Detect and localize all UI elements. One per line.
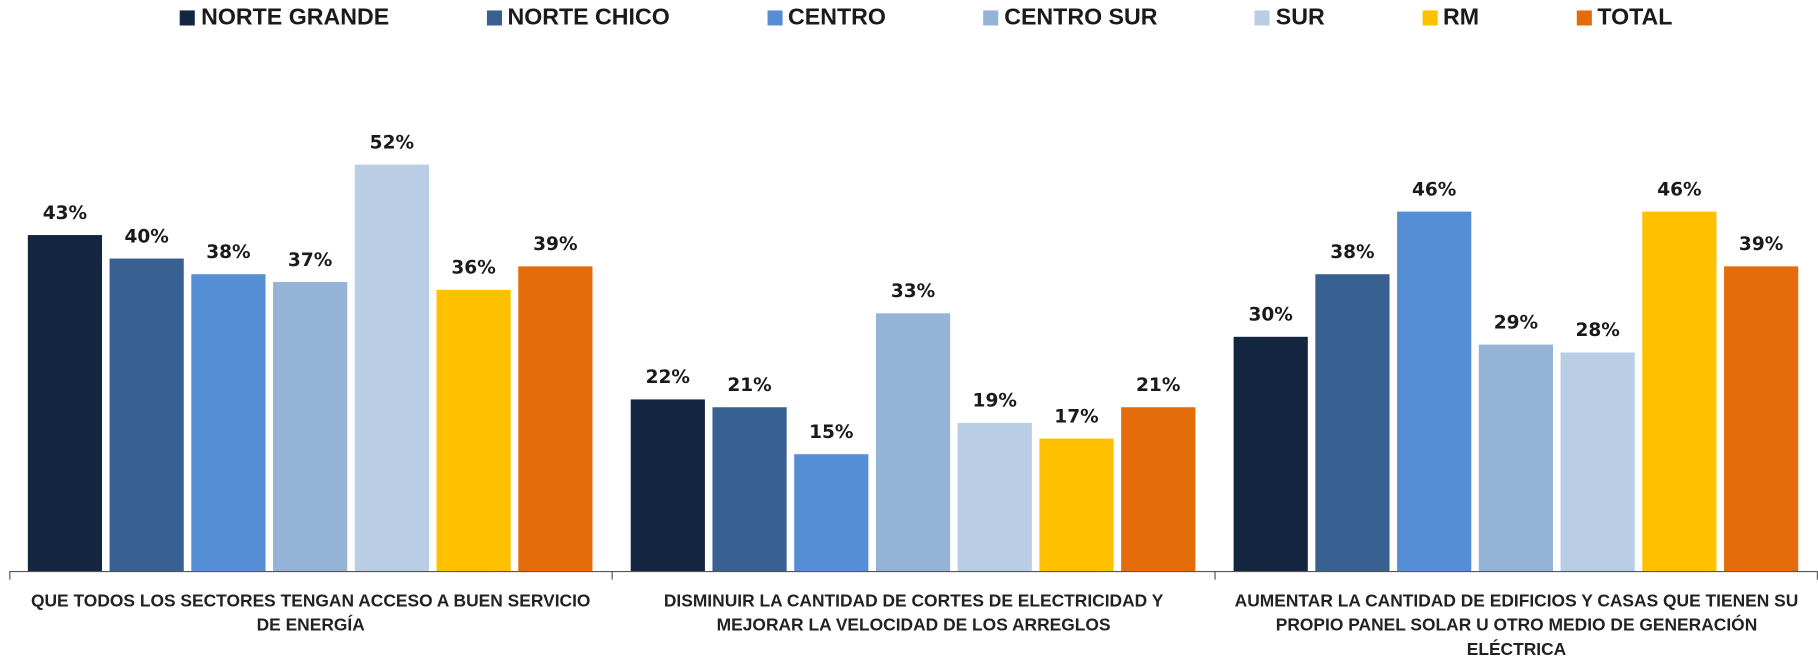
bar (875, 313, 951, 572)
bar (109, 258, 184, 572)
bar (273, 282, 348, 572)
data-label: 39% (1739, 234, 1783, 255)
bar (27, 235, 103, 572)
bar (1397, 211, 1472, 572)
data-label: 46% (1412, 179, 1456, 200)
data-label: 15% (809, 422, 853, 443)
legend-swatch (180, 10, 196, 26)
bar (712, 407, 787, 572)
bar (518, 266, 593, 572)
data-label: 38% (206, 242, 250, 263)
legend: NORTE GRANDE NORTE CHICO CENTRO CENTRO SUR S… (0, 5, 1818, 32)
legend-swatch (1576, 10, 1592, 26)
data-label: 46% (1657, 179, 1701, 200)
legend-label: NORTE GRANDE (201, 4, 390, 31)
bar (1560, 352, 1635, 572)
legend-label: CENTRO (788, 4, 886, 31)
legend-swatch (486, 10, 502, 26)
legend-item: SUR (1254, 4, 1325, 32)
bar (1642, 211, 1717, 572)
legend-item: NORTE CHICO (486, 4, 670, 32)
data-label: 40% (124, 226, 168, 247)
bar (1121, 407, 1196, 572)
bar (1233, 336, 1308, 572)
data-label: 39% (533, 234, 577, 255)
bar (1724, 266, 1799, 572)
bar (957, 422, 1032, 572)
legend-item: TOTAL (1576, 5, 1672, 32)
bar (436, 289, 511, 572)
legend-swatch (1422, 10, 1438, 26)
legend-item: CENTRO SUR (983, 4, 1158, 32)
data-label: 37% (288, 250, 332, 271)
bar (354, 164, 429, 572)
legend-label: RM (1443, 4, 1480, 31)
bar (1039, 438, 1114, 572)
data-label: 43% (43, 203, 87, 224)
data-label: 38% (1330, 242, 1374, 263)
data-label: 19% (973, 391, 1017, 412)
data-label: 21% (727, 375, 771, 396)
legend-swatch (767, 10, 783, 26)
data-label: 22% (646, 367, 690, 388)
legend-swatch (983, 10, 999, 26)
legend-label: CENTRO SUR (1004, 4, 1158, 31)
legend-label: NORTE CHICO (507, 4, 670, 31)
legend-label: TOTAL (1597, 4, 1673, 31)
data-label: 30% (1248, 305, 1292, 326)
legend-item: RM (1422, 5, 1479, 32)
legend-item: CENTRO (767, 5, 886, 32)
legend-swatch (1254, 10, 1270, 26)
bar (794, 454, 869, 572)
data-label: 17% (1054, 406, 1098, 427)
x-tick-label: DISMINUIR LA CANTIDAD DE CORTES DE ELECT… (663, 591, 1164, 636)
legend-item: NORTE GRANDE (180, 5, 389, 32)
bar (191, 274, 266, 572)
data-label: 28% (1575, 320, 1619, 341)
bar (1315, 274, 1390, 572)
x-tick-label: QUE TODOS LOS SECTORES TENGAN ACCESO A B… (30, 591, 591, 636)
data-label: 33% (891, 281, 935, 302)
data-label: 52% (370, 132, 414, 153)
legend-label: SUR (1275, 4, 1325, 31)
data-label: 36% (451, 258, 495, 279)
x-tick-label: AUMENTAR LA CANTIDAD DE EDIFICIOS Y CASA… (1234, 591, 1799, 660)
data-label: 21% (1136, 375, 1180, 396)
bar (1478, 344, 1554, 572)
bar (630, 399, 705, 572)
data-label: 29% (1494, 312, 1538, 333)
